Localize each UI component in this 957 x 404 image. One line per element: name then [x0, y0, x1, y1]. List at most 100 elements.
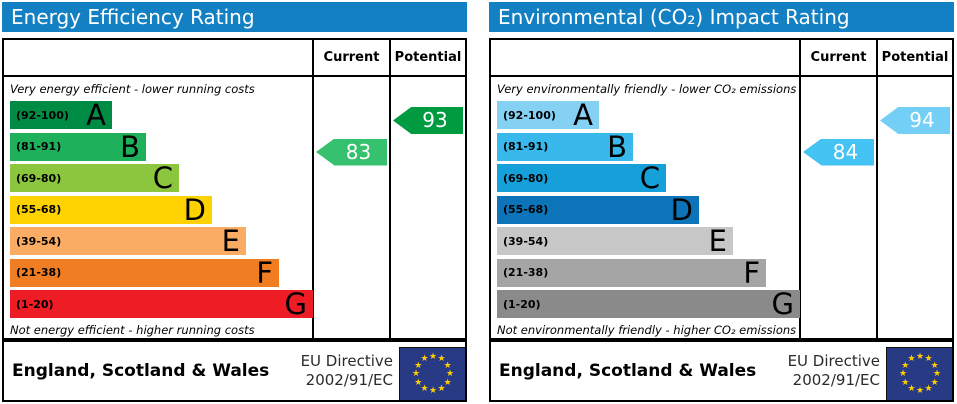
band-letter: D — [670, 192, 693, 227]
band-letter: G — [771, 287, 794, 321]
potential-column-header: Potential — [394, 50, 462, 65]
eu-star-icon: ★ — [915, 352, 925, 362]
eu-star-icon: ★ — [437, 383, 446, 394]
current-column-header: Current — [323, 50, 380, 65]
band-letter: A — [86, 98, 106, 132]
current-rating-arrow: 83 — [316, 138, 387, 166]
band-letter: B — [607, 129, 627, 164]
eu-star-icon: ★ — [930, 360, 939, 371]
eu-directive-line1: EU Directive — [787, 352, 880, 370]
band-letter: A — [573, 98, 593, 132]
band-letter: D — [183, 192, 206, 227]
bottom-note: Not energy efficient - higher running co… — [10, 323, 255, 337]
band-f: (21-38) F — [10, 255, 279, 290]
band-letter: F — [256, 255, 273, 290]
eu-star-icon: ★ — [907, 354, 916, 365]
eu-flag-icon: ★ ★ ★ ★ ★ ★ ★ ★ ★ ★ ★ ★ — [886, 347, 952, 400]
region-label: England, Scotland & Wales — [12, 361, 270, 381]
band-f: (21-38) F — [497, 255, 766, 290]
rating-table: Current Potential Very environmentally f… — [489, 38, 954, 340]
footer: England, Scotland & Wales EU Directive 2… — [2, 340, 467, 402]
eu-star-icon: ★ — [924, 383, 933, 394]
eu-star-icon: ★ — [428, 352, 438, 362]
band-range-label: (21-38) — [503, 266, 549, 279]
eu-star-icon: ★ — [420, 383, 429, 394]
band-e: (39-54) E — [497, 224, 733, 258]
band-e: (39-54) E — [10, 224, 246, 258]
column-divider — [389, 40, 391, 338]
band-g: (1-20) G — [10, 287, 313, 321]
column-divider — [312, 40, 314, 338]
eu-directive-line2: 2002/91/EC — [792, 371, 880, 389]
current-column-header: Current — [810, 50, 867, 65]
potential-column-header: Potential — [881, 50, 949, 65]
potential-rating-arrow: 94 — [880, 107, 950, 134]
band-a: (92-100) A — [497, 98, 599, 132]
chart-title: Environmental (CO₂) Impact Rating — [489, 2, 954, 32]
footer: England, Scotland & Wales EU Directive 2… — [489, 340, 954, 402]
eu-flag-icon: ★ ★ ★ ★ ★ ★ ★ ★ ★ ★ ★ ★ — [399, 347, 465, 400]
eu-star-icon: ★ — [898, 369, 908, 379]
eu-star-icon: ★ — [414, 360, 423, 371]
band-b: (81-91) B — [497, 129, 633, 164]
eu-star-icon: ★ — [907, 383, 916, 394]
band-range-label: (69-80) — [16, 171, 62, 185]
co2-impact-chart: Environmental (CO₂) Impact Rating Curren… — [489, 2, 954, 402]
band-a: (92-100) A — [10, 98, 112, 132]
rating-bands: (92-100) A (81-91) B (69-80) C (55-68) D (39-54)… — [497, 101, 800, 321]
band-range-label: (92-100) — [16, 108, 69, 122]
eu-directive-label: EU Directive 2002/91/EC — [301, 352, 393, 390]
band-d: (55-68) D — [10, 192, 212, 227]
energy-efficiency-chart: Energy Efficiency Rating Current Potenti… — [2, 2, 467, 402]
band-letter: E — [221, 224, 240, 258]
eu-star-icon: ★ — [901, 360, 910, 371]
bottom-note: Not environmentally friendly - higher CO… — [497, 323, 797, 337]
band-range-label: (1-20) — [503, 297, 541, 311]
eu-star-icon: ★ — [420, 354, 429, 365]
band-b: (81-91) B — [10, 129, 146, 164]
eu-directive-line1: EU Directive — [300, 352, 393, 370]
eu-star-icon: ★ — [428, 386, 438, 396]
band-letter: C — [152, 161, 173, 195]
band-range-label: (39-54) — [503, 234, 549, 248]
band-range-label: (92-100) — [503, 108, 556, 122]
top-note: Very energy efficient - lower running co… — [10, 82, 255, 96]
band-range-label: (55-68) — [16, 203, 62, 216]
rating-table: Current Potential Very energy efficient … — [2, 38, 467, 340]
eu-star-icon: ★ — [411, 369, 421, 379]
potential-rating-arrow: 93 — [393, 107, 463, 134]
band-range-label: (55-68) — [503, 203, 549, 216]
eu-star-icon: ★ — [915, 386, 925, 396]
eu-star-icon: ★ — [930, 377, 939, 388]
band-letter: F — [743, 255, 760, 290]
region-label: England, Scotland & Wales — [499, 361, 757, 381]
band-range-label: (39-54) — [16, 234, 62, 248]
band-range-label: (21-38) — [16, 266, 62, 279]
band-c: (69-80) C — [10, 161, 179, 195]
eu-star-icon: ★ — [901, 377, 910, 388]
band-d: (55-68) D — [497, 192, 699, 227]
band-c: (69-80) C — [497, 161, 666, 195]
eu-directive-line2: 2002/91/EC — [305, 371, 393, 389]
band-letter: C — [639, 161, 660, 195]
band-range-label: (81-91) — [16, 140, 62, 153]
eu-star-icon: ★ — [437, 354, 446, 365]
column-divider — [799, 40, 801, 338]
chart-title: Energy Efficiency Rating — [2, 2, 467, 32]
eu-star-icon: ★ — [443, 360, 452, 371]
band-range-label: (81-91) — [503, 140, 549, 153]
band-letter: G — [284, 287, 307, 321]
header-underline — [491, 75, 952, 77]
band-range-label: (1-20) — [16, 297, 54, 311]
current-rating-arrow: 84 — [803, 138, 874, 166]
column-divider — [876, 40, 878, 338]
top-note: Very environmentally friendly - lower CO… — [497, 82, 797, 96]
rating-bands: (92-100) A (81-91) B (69-80) C (55-68) D (39-54)… — [10, 101, 313, 321]
eu-star-icon: ★ — [445, 369, 455, 379]
eu-star-icon: ★ — [443, 377, 452, 388]
band-range-label: (69-80) — [503, 171, 549, 185]
band-letter: B — [120, 129, 140, 164]
eu-star-icon: ★ — [414, 377, 423, 388]
band-letter: E — [708, 224, 727, 258]
